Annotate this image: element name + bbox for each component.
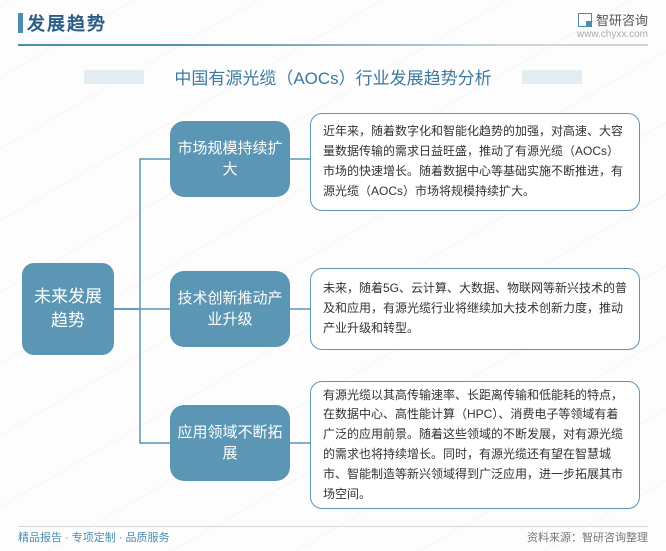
footer-right: 资料来源：智研咨询整理 bbox=[527, 529, 648, 545]
desc-box-application: 有源光缆以其高传输速率、长距离传输和低能耗的特点，在数据中心、高性能计算（HPC… bbox=[310, 381, 640, 509]
root-node: 未来发展趋势 bbox=[22, 263, 114, 355]
subtitle-wrap: 中国有源光缆（AOCs）行业发展趋势分析 bbox=[0, 60, 666, 93]
brand-name: 智研咨询 bbox=[596, 10, 648, 29]
brand-url: www.chyxx.com bbox=[577, 29, 648, 40]
branch-node-tech: 技术创新推动产业升级 bbox=[170, 271, 290, 347]
footer: 精品报告 · 专项定制 · 品质服务 资料来源：智研咨询整理 bbox=[18, 529, 648, 545]
footer-divider bbox=[18, 526, 648, 527]
flow-diagram: 未来发展趋势 市场规模持续扩大 近年来，随着数字化和智能化趋势的加强，对高速、大… bbox=[0, 113, 666, 523]
brand-logo-icon bbox=[578, 13, 592, 27]
desc-text: 未来，随着5G、云计算、大数据、物联网等新兴技术的普及和应用，有源光缆行业将继续… bbox=[323, 279, 627, 338]
header: 发展趋势 智研咨询 www.chyxx.com bbox=[0, 0, 666, 40]
title-accent-bar bbox=[18, 13, 23, 33]
desc-text: 有源光缆以其高传输速率、长距离传输和低能耗的特点，在数据中心、高性能计算（HPC… bbox=[323, 386, 627, 505]
brand-block: 智研咨询 www.chyxx.com bbox=[577, 10, 648, 40]
branch-node-market: 市场规模持续扩大 bbox=[170, 121, 290, 197]
branch-node-application: 应用领域不断拓展 bbox=[170, 405, 290, 481]
branch-label: 市场规模持续扩大 bbox=[176, 138, 284, 180]
branch-label: 技术创新推动产业升级 bbox=[176, 288, 284, 330]
root-label: 未来发展趋势 bbox=[28, 285, 108, 333]
desc-box-tech: 未来，随着5G、云计算、大数据、物联网等新兴技术的普及和应用，有源光缆行业将继续… bbox=[310, 268, 640, 350]
chart-title: 中国有源光缆（AOCs）行业发展趋势分析 bbox=[134, 60, 531, 93]
branch-label: 应用领域不断拓展 bbox=[176, 422, 284, 464]
header-divider bbox=[18, 44, 648, 46]
desc-text: 近年来，随着数字化和智能化趋势的加强，对高速、大容量数据传输的需求日益旺盛，推动… bbox=[323, 122, 627, 201]
footer-left: 精品报告 · 专项定制 · 品质服务 bbox=[18, 529, 170, 545]
desc-box-market: 近年来，随着数字化和智能化趋势的加强，对高速、大容量数据传输的需求日益旺盛，推动… bbox=[310, 113, 640, 211]
section-title: 发展趋势 bbox=[27, 10, 107, 36]
section-title-wrap: 发展趋势 bbox=[18, 10, 107, 36]
